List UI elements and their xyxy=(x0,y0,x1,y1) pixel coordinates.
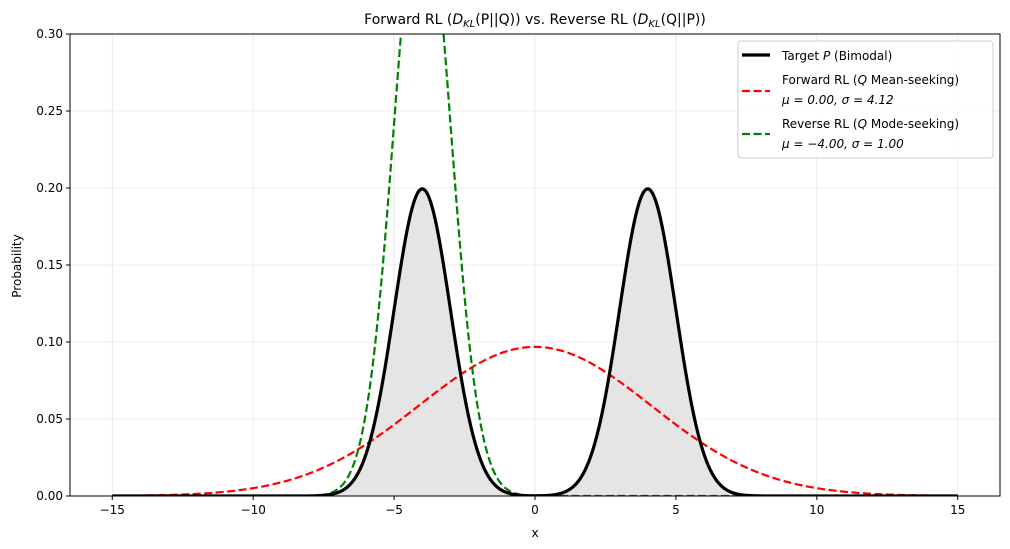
legend-reverse-label: Reverse RL (Q Mode-seeking) xyxy=(782,117,959,131)
y-axis-label: Probability xyxy=(10,234,24,297)
legend-box xyxy=(737,40,994,159)
svg-text:0.00: 0.00 xyxy=(36,489,63,503)
svg-text:5: 5 xyxy=(672,503,680,517)
svg-text:0.30: 0.30 xyxy=(36,27,63,41)
legend-target-label: Target P (Bimodal) xyxy=(781,49,892,63)
svg-text:15: 15 xyxy=(950,503,965,517)
svg-text:0.20: 0.20 xyxy=(36,181,63,195)
svg-text:0.15: 0.15 xyxy=(36,258,63,272)
svg-text:0.10: 0.10 xyxy=(36,335,63,349)
svg-text:−5: −5 xyxy=(385,503,403,517)
chart-title: Forward RL (DKL(P||Q)) vs. Reverse RL (D… xyxy=(364,12,706,30)
legend-forward-label: Forward RL (Q Mean-seeking) xyxy=(782,73,959,87)
forward-rl-curve xyxy=(112,345,958,496)
svg-text:10: 10 xyxy=(809,503,824,517)
svg-text:−15: −15 xyxy=(100,503,125,517)
x-axis-ticks: −15 −10 −5 0 5 10 15 xyxy=(100,496,965,517)
y-axis-ticks: 0.00 0.05 0.10 0.15 0.20 0.25 0.30 xyxy=(36,27,70,503)
legend: Target P (Bimodal) Forward RL (Q Mean-se… xyxy=(737,40,994,159)
legend-reverse-params: μ = −4.00, σ = 1.00 xyxy=(781,137,904,151)
svg-text:0.05: 0.05 xyxy=(36,412,63,426)
legend-forward-params: μ = 0.00, σ = 4.12 xyxy=(781,93,894,107)
x-axis-label: x xyxy=(531,526,538,540)
svg-text:0: 0 xyxy=(531,503,539,517)
svg-text:−10: −10 xyxy=(241,503,266,517)
svg-text:0.25: 0.25 xyxy=(36,104,63,118)
